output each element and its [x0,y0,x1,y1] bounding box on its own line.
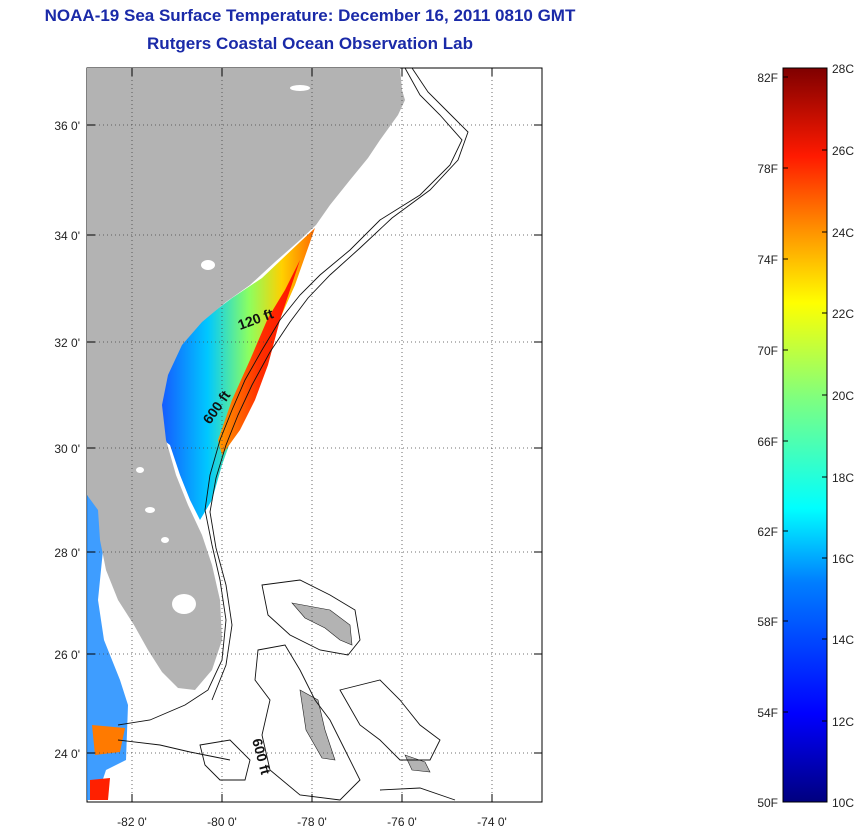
colorbar-label-f: 54F [757,706,778,720]
bahamas-island [299,689,336,761]
colorbar-label-c: 12C [832,715,854,729]
colorbar-label-f: 74F [757,253,778,267]
lon-label: -74 0' [477,815,507,829]
colorbar-label-c: 18C [832,471,854,485]
lon-label: -76 0' [387,815,417,829]
bahamas-island [291,602,353,646]
lake [136,467,144,473]
colorbar-label-c: 22C [832,307,854,321]
axis-ticks [87,68,542,802]
colorbar-label-c: 10C [832,796,854,810]
colorbar-label-c: 16C [832,552,854,566]
lon-label: -80 0' [207,815,237,829]
colorbar-label-f: 82F [757,71,778,85]
map-title: NOAA-19 Sea Surface Temperature: Decembe… [44,6,576,25]
lon-label: -82 0' [117,815,147,829]
colorbar-label-c: 14C [832,633,854,647]
map-subtitle: Rutgers Coastal Ocean Observation Lab [147,34,473,53]
lat-label: 32 0' [54,336,80,350]
lat-label: 26 0' [54,648,80,662]
sst-swath-gulfstream [218,260,300,455]
colorbar-label-f: 50F [757,796,778,810]
lake [161,537,169,543]
lake [201,260,215,270]
lat-label: 28 0' [54,546,80,560]
land-mainland [87,68,405,690]
colorbar-label-f: 78F [757,162,778,176]
lat-label: 30 0' [54,442,80,456]
sst-patch-keys-warm [92,725,125,755]
lat-label: 36 0' [54,119,80,133]
colorbar-label-c: 24C [832,226,854,240]
sst-patch-keys-warm-2 [90,778,110,800]
colorbar-label-c: 26C [832,144,854,158]
sst-patch-keys [87,490,128,800]
lake-okeechobee [172,594,196,614]
lake [290,85,310,91]
colorbar-label-f: 62F [757,525,778,539]
colorbar-label-f: 58F [757,615,778,629]
lat-label: 34 0' [54,229,80,243]
colorbar-label-c: 28C [832,62,854,76]
lake [145,507,155,513]
colorbar-label-f: 66F [757,435,778,449]
colorbar [782,67,828,803]
colorbar-ticks [783,76,827,722]
colorbar-label-c: 20C [832,389,854,403]
lat-label: 24 0' [54,747,80,761]
colorbar-label-f: 70F [757,344,778,358]
lon-label: -78 0' [297,815,327,829]
sst-swath-nearshore [150,228,315,520]
